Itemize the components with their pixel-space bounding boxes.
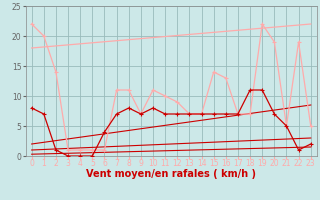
X-axis label: Vent moyen/en rafales ( km/h ): Vent moyen/en rafales ( km/h ) (86, 169, 256, 179)
